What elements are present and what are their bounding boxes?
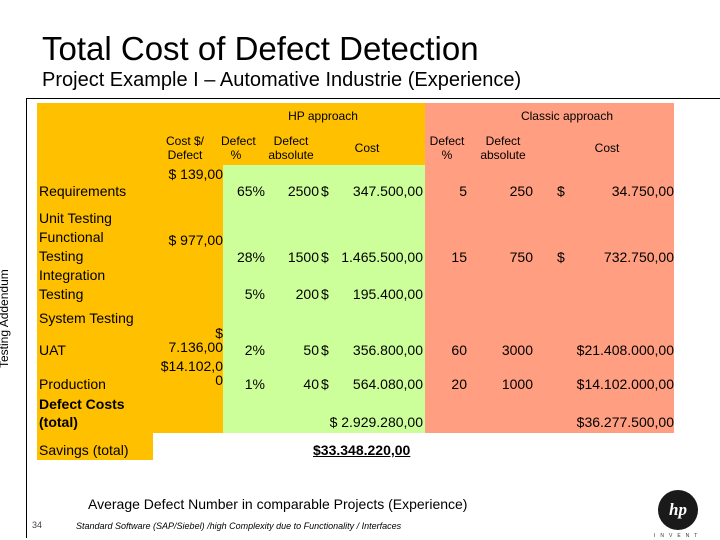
hp-abs-production: 40 — [303, 376, 319, 392]
cl-pct-requirements: 5 — [459, 183, 467, 199]
hp-cost-cur-production: $ — [321, 376, 329, 392]
footer-text: Average Defect Number in comparable Proj… — [88, 496, 468, 512]
footer-note: Standard Software (SAP/Siebel) /high Com… — [76, 521, 402, 531]
cl-defect-costs-total: $36.277.500,00 — [576, 414, 674, 430]
divider-horizontal — [26, 98, 720, 99]
col-cost-per-defect: Cost $/ Defect — [165, 134, 204, 162]
col-hp-defect-abs: Defect absolute — [268, 134, 314, 162]
hp-abs-requirements: 2500 — [287, 183, 319, 199]
label-column-bg — [37, 103, 153, 460]
logo-word: INVENT — [654, 533, 703, 539]
classic-bg — [425, 103, 674, 433]
hp-abs-unit: 1500 — [287, 249, 319, 265]
row-label-defect-costs: Defect Costs (total) — [39, 396, 125, 430]
hp-cost-cur-uat: $ — [321, 342, 329, 358]
hp-defect-costs-total: $ 2.929.280,00 — [329, 414, 423, 430]
cl-abs-uat: 3000 — [501, 342, 533, 358]
hp-cost-system: 195.400,00 — [352, 286, 423, 302]
side-label: Testing Addendum — [0, 269, 11, 368]
row-label-unit-functional-integration: Unit Testing Functional Testing Integrat… — [39, 210, 112, 302]
col-hp-defect-pct: Defect % — [221, 134, 256, 162]
col-cl-defect-pct: Defect % — [429, 134, 465, 162]
row-label-production: Production — [39, 376, 106, 392]
cl-cost-requirements: 34.750,00 — [611, 183, 674, 199]
page-title: Total Cost of Defect Detection — [42, 30, 479, 67]
hp-cost-cur-system: $ — [321, 286, 329, 302]
hp-pct-unit: 28% — [236, 249, 265, 265]
page-number: 34 — [32, 520, 43, 530]
hp-abs-uat: 50 — [303, 342, 319, 358]
hp-pct-production: 1% — [244, 376, 265, 392]
cost-per-defect-unit: $ 977,00 — [168, 232, 224, 248]
hp-data-bg — [223, 165, 425, 433]
hp-cost-requirements: 347.500,00 — [352, 183, 423, 199]
hp-cost-production: 564.080,00 — [352, 376, 423, 392]
hp-cost-cur-requirements: $ — [321, 183, 329, 199]
col-hp-cost: Cost — [354, 141, 380, 155]
hp-group-header: HP approach — [288, 109, 358, 123]
divider-vertical — [26, 98, 27, 538]
savings-total: $33.348.220,00 — [313, 442, 411, 458]
hp-pct-system: 5% — [244, 286, 265, 302]
hp-abs-system: 200 — [295, 286, 319, 302]
defect-cost-table: HP approach Classic approach Cost $/ Def… — [37, 103, 674, 460]
hp-pct-uat: 2% — [244, 342, 265, 358]
col-cl-cost: Cost — [594, 141, 620, 155]
hp-logo-icon: hp — [658, 490, 698, 530]
hp-pct-requirements: 65% — [236, 183, 265, 199]
row-label-system-testing: System Testing — [39, 310, 134, 326]
cl-abs-production: 1000 — [501, 376, 533, 392]
cl-abs-unit: 750 — [509, 249, 533, 265]
hp-header-bg — [153, 103, 425, 165]
cost-per-defect-uat: $ 7.136,00 — [168, 325, 224, 355]
row-label-requirements: Requirements — [39, 183, 127, 199]
side-panel: Testing Addendum — [0, 98, 26, 440]
hp-cost-unit: 1.465.500,00 — [341, 249, 423, 265]
cl-cost-unit: 732.750,00 — [603, 249, 674, 265]
row-label-uat: UAT — [39, 342, 66, 358]
hp-cost-uat: 356.800,00 — [352, 342, 423, 358]
cl-cost-uat: $21.408.000,00 — [576, 342, 674, 358]
cl-pct-production: 20 — [451, 376, 467, 392]
cl-abs-requirements: 250 — [509, 183, 533, 199]
cl-cost-cur-unit: $ — [557, 249, 565, 265]
classic-group-header: Classic approach — [520, 109, 614, 123]
col-cl-defect-abs: Defect absolute — [480, 134, 526, 162]
hp-cost-cur-unit: $ — [321, 249, 329, 265]
cost-per-defect-production: $14.102,0 0 — [160, 358, 223, 388]
cl-pct-unit: 15 — [451, 249, 467, 265]
cl-cost-production: $14.102.000,00 — [576, 376, 674, 392]
cl-pct-uat: 60 — [451, 342, 467, 358]
page-subtitle: Project Example I – Automative Industrie… — [42, 69, 522, 91]
cost-per-defect-requirements: $ 139,00 — [168, 166, 224, 182]
cl-cost-cur-requirements: $ — [557, 183, 565, 199]
row-label-savings: Savings (total) — [39, 442, 129, 458]
